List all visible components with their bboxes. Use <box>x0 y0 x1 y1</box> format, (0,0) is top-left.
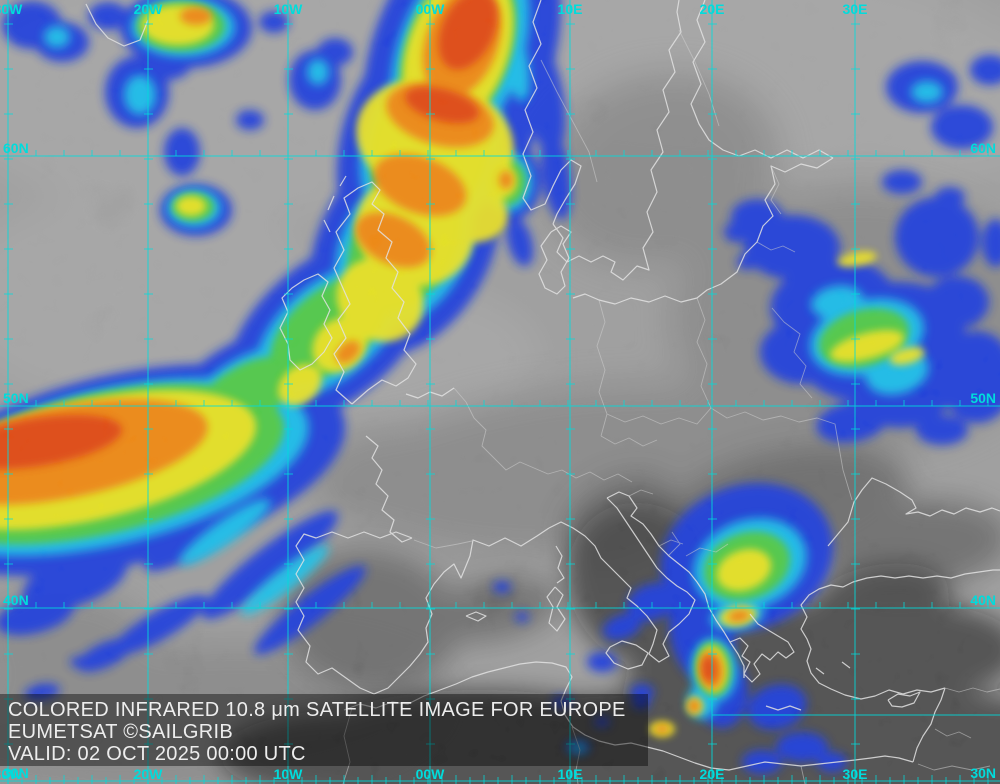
coastline <box>827 477 1000 547</box>
meridian-label-bottom: 30W <box>0 766 23 782</box>
border-line <box>600 435 658 447</box>
coastline <box>606 491 745 678</box>
meridian-label-bottom: 20W <box>134 766 164 782</box>
coastline <box>465 611 487 622</box>
border-line <box>710 407 853 501</box>
border-line <box>678 29 720 127</box>
parallel-label-left: 50N <box>3 390 29 406</box>
coastline <box>365 435 413 543</box>
meridian-label-top: 10E <box>558 1 583 17</box>
coastline <box>279 273 333 371</box>
coastline <box>729 613 795 683</box>
coastline <box>555 545 565 584</box>
parallel-label-right: 40N <box>970 592 996 608</box>
meridian-label-top: 30W <box>0 1 23 17</box>
meridian-label-bottom: 10E <box>558 766 583 782</box>
caption-block: COLORED INFRARED 10.8 μm SATELLITE IMAGE… <box>0 694 648 766</box>
border-line <box>696 297 712 409</box>
coastline <box>552 0 682 281</box>
coastline <box>887 691 921 708</box>
border-line <box>453 387 563 475</box>
meridian-label-bottom: 20E <box>700 766 725 782</box>
coastline <box>295 527 550 695</box>
meridian-label-bottom: 30E <box>843 766 868 782</box>
meridian-label-top: 30E <box>843 1 868 17</box>
caption-valid-time: VALID: 02 OCT 2025 00:00 UTC <box>8 743 306 765</box>
caption-credit: EUMETSAT ©SAILGRIB <box>8 721 233 743</box>
caption-background <box>0 694 648 766</box>
coastline <box>548 497 696 663</box>
border-line <box>571 726 581 784</box>
coastline <box>546 586 566 632</box>
parallel-label-left: 40N <box>3 592 29 608</box>
coastline <box>572 157 834 305</box>
meridian-label-top: 20W <box>134 1 164 17</box>
border-line <box>917 728 991 771</box>
parallel-label-left: 60N <box>3 140 29 156</box>
border-line <box>540 59 598 183</box>
country-borders <box>342 29 1000 784</box>
meridian-label-top: 20E <box>700 1 725 17</box>
coastline <box>85 3 149 47</box>
graticule-ticks <box>4 23 989 784</box>
parallel-label-left: 30N <box>3 765 29 781</box>
border-line <box>628 489 684 547</box>
border-line <box>413 539 473 549</box>
coastlines <box>85 0 1000 771</box>
coastline <box>800 569 1000 700</box>
coastline <box>538 225 572 295</box>
coastline <box>605 640 649 670</box>
border-line <box>561 469 633 483</box>
parallel-label-right: 30N <box>970 765 996 781</box>
coastline <box>690 0 834 159</box>
coastline <box>912 687 946 763</box>
coastline <box>343 661 914 771</box>
coastline <box>323 175 347 233</box>
coastline <box>333 181 417 405</box>
border-line <box>771 307 813 399</box>
border-line <box>606 407 712 425</box>
caption-title: COLORED INFRARED 10.8 μm SATELLITE IMAGE… <box>8 699 626 721</box>
border-line <box>944 687 1000 693</box>
border-line <box>667 531 729 557</box>
coastline <box>765 661 851 711</box>
parallel-label-right: 60N <box>970 140 996 156</box>
parallel-label-right: 50N <box>970 390 996 406</box>
border-line <box>756 165 796 253</box>
meridian-label-bottom: 00W <box>416 766 446 782</box>
meridian-label-bottom: 10W <box>274 766 304 782</box>
meridian-label-top: 00W <box>416 1 446 17</box>
border-line <box>342 707 353 784</box>
meridian-label-top: 10W <box>274 1 304 17</box>
coastline <box>522 0 582 225</box>
